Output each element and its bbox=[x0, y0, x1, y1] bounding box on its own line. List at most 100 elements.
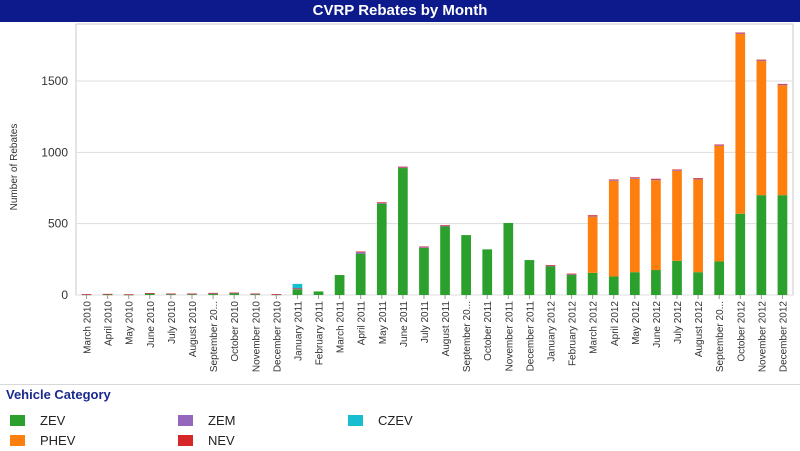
bar-nev[interactable] bbox=[756, 59, 767, 61]
bar-zev[interactable] bbox=[545, 266, 556, 295]
bar-zev[interactable] bbox=[166, 294, 176, 295]
bar-phev[interactable] bbox=[651, 180, 661, 271]
chart-area: Number of Rebates 0 500 1000 1500 March 2010… bbox=[9, 23, 794, 373]
bar-phev[interactable] bbox=[587, 216, 598, 273]
bar-zev[interactable] bbox=[250, 294, 261, 295]
bar-nev[interactable] bbox=[693, 178, 703, 179]
bar-zev[interactable] bbox=[461, 235, 471, 295]
bar-nev[interactable] bbox=[250, 293, 261, 295]
bar-nev[interactable] bbox=[735, 32, 746, 34]
bar-zem[interactable] bbox=[398, 167, 408, 169]
x-tick-label: February 2012 bbox=[568, 301, 579, 366]
bar-zem[interactable] bbox=[587, 215, 598, 217]
bar-zev[interactable] bbox=[102, 294, 113, 296]
bar-nev[interactable] bbox=[777, 83, 788, 85]
bar-zem[interactable] bbox=[419, 247, 429, 248]
bar-nev[interactable] bbox=[651, 178, 661, 180]
bar-phev[interactable] bbox=[777, 85, 788, 196]
bar-nev[interactable] bbox=[81, 294, 92, 295]
bar-zev[interactable] bbox=[440, 226, 450, 295]
bar-zev[interactable] bbox=[735, 213, 746, 295]
bar-nev[interactable] bbox=[629, 177, 640, 179]
bar-zem[interactable] bbox=[566, 274, 577, 276]
bar-zem[interactable] bbox=[545, 265, 556, 267]
bar-zev[interactable] bbox=[229, 293, 240, 295]
x-tick-label: October 2011 bbox=[483, 301, 494, 361]
bar-nev[interactable] bbox=[208, 292, 218, 294]
bar-zem[interactable] bbox=[735, 33, 746, 34]
bar-zev[interactable] bbox=[714, 261, 725, 295]
bar-nev[interactable] bbox=[376, 202, 387, 204]
x-tick-label: November 2012 bbox=[757, 301, 768, 373]
y-tick-label: 1500 bbox=[41, 74, 68, 88]
bar-zem[interactable] bbox=[355, 252, 366, 254]
bar-zev[interactable] bbox=[208, 293, 218, 295]
bar-zev[interactable] bbox=[355, 253, 366, 295]
bar-phev[interactable] bbox=[756, 61, 767, 196]
x-tick-label: July 2010 bbox=[167, 301, 178, 344]
bar-phev[interactable] bbox=[629, 178, 640, 273]
x-tick-label: June 2012 bbox=[652, 301, 663, 348]
bar-nev[interactable] bbox=[123, 294, 134, 295]
bar-nev[interactable] bbox=[102, 293, 113, 295]
bar-zem[interactable] bbox=[629, 178, 640, 179]
bar-zem[interactable] bbox=[292, 288, 303, 290]
bar-zev[interactable] bbox=[672, 260, 682, 295]
bar-zem[interactable] bbox=[672, 170, 682, 171]
bar-nev[interactable] bbox=[229, 292, 240, 294]
bar-zev[interactable] bbox=[482, 249, 493, 295]
bar-nev[interactable] bbox=[355, 251, 366, 253]
bar-zev[interactable] bbox=[777, 195, 788, 295]
bar-phev[interactable] bbox=[735, 33, 746, 214]
bar-zem[interactable] bbox=[440, 225, 450, 227]
bar-phev[interactable] bbox=[672, 170, 682, 261]
legend: Vehicle Category ZEV PHEV ZEM NEV CZEV bbox=[0, 384, 800, 451]
bar-zev[interactable] bbox=[651, 270, 661, 295]
bar-nev[interactable] bbox=[166, 293, 176, 295]
bar-czev[interactable] bbox=[292, 283, 303, 289]
bar-nev[interactable] bbox=[419, 246, 429, 248]
bar-nev[interactable] bbox=[440, 225, 450, 226]
bar-zem[interactable] bbox=[714, 145, 725, 146]
bar-zev[interactable] bbox=[144, 293, 155, 295]
bar-zev[interactable] bbox=[292, 289, 303, 295]
bar-zev[interactable] bbox=[756, 195, 767, 295]
bar-nev[interactable] bbox=[608, 179, 619, 181]
bar-zem[interactable] bbox=[608, 180, 619, 181]
bar-zem[interactable] bbox=[651, 179, 661, 181]
bar-zev[interactable] bbox=[524, 260, 535, 295]
bar-nev[interactable] bbox=[566, 273, 577, 275]
bar-phev[interactable] bbox=[714, 145, 725, 262]
bar-zem[interactable] bbox=[756, 60, 767, 62]
legend-label-nev: NEV bbox=[208, 433, 235, 448]
bar-nev[interactable] bbox=[545, 265, 556, 266]
bar-zev[interactable] bbox=[566, 275, 577, 295]
bar-nev[interactable] bbox=[144, 293, 155, 294]
bar-zev[interactable] bbox=[503, 222, 514, 295]
bar-nev[interactable] bbox=[714, 144, 725, 146]
bar-zev[interactable] bbox=[419, 247, 429, 295]
bar-zem[interactable] bbox=[693, 178, 703, 180]
bar-phev[interactable] bbox=[693, 179, 703, 273]
bar-zev[interactable] bbox=[693, 272, 703, 295]
bar-zev[interactable] bbox=[608, 276, 619, 295]
bar-zev[interactable] bbox=[376, 203, 387, 295]
bar-nev[interactable] bbox=[672, 169, 682, 171]
bar-zem[interactable] bbox=[777, 84, 788, 86]
bar-zev[interactable] bbox=[629, 272, 640, 295]
bar-nev[interactable] bbox=[187, 293, 197, 295]
bar-zev[interactable] bbox=[587, 272, 598, 295]
y-axis-label: Number of Rebates bbox=[9, 124, 20, 211]
bar-zev[interactable] bbox=[334, 275, 345, 295]
bar-nev[interactable] bbox=[292, 288, 303, 289]
bar-zev[interactable] bbox=[313, 291, 324, 295]
x-tick-label: March 2010 bbox=[83, 301, 94, 354]
bar-zev[interactable] bbox=[187, 294, 197, 295]
bar-nev[interactable] bbox=[398, 166, 408, 168]
bar-zev[interactable] bbox=[398, 168, 408, 295]
bar-phev[interactable] bbox=[608, 180, 619, 277]
bar-zem[interactable] bbox=[376, 203, 387, 204]
bar-nev[interactable] bbox=[587, 215, 598, 216]
bar-nev[interactable] bbox=[271, 294, 282, 295]
legend-swatch-nev bbox=[178, 435, 193, 446]
